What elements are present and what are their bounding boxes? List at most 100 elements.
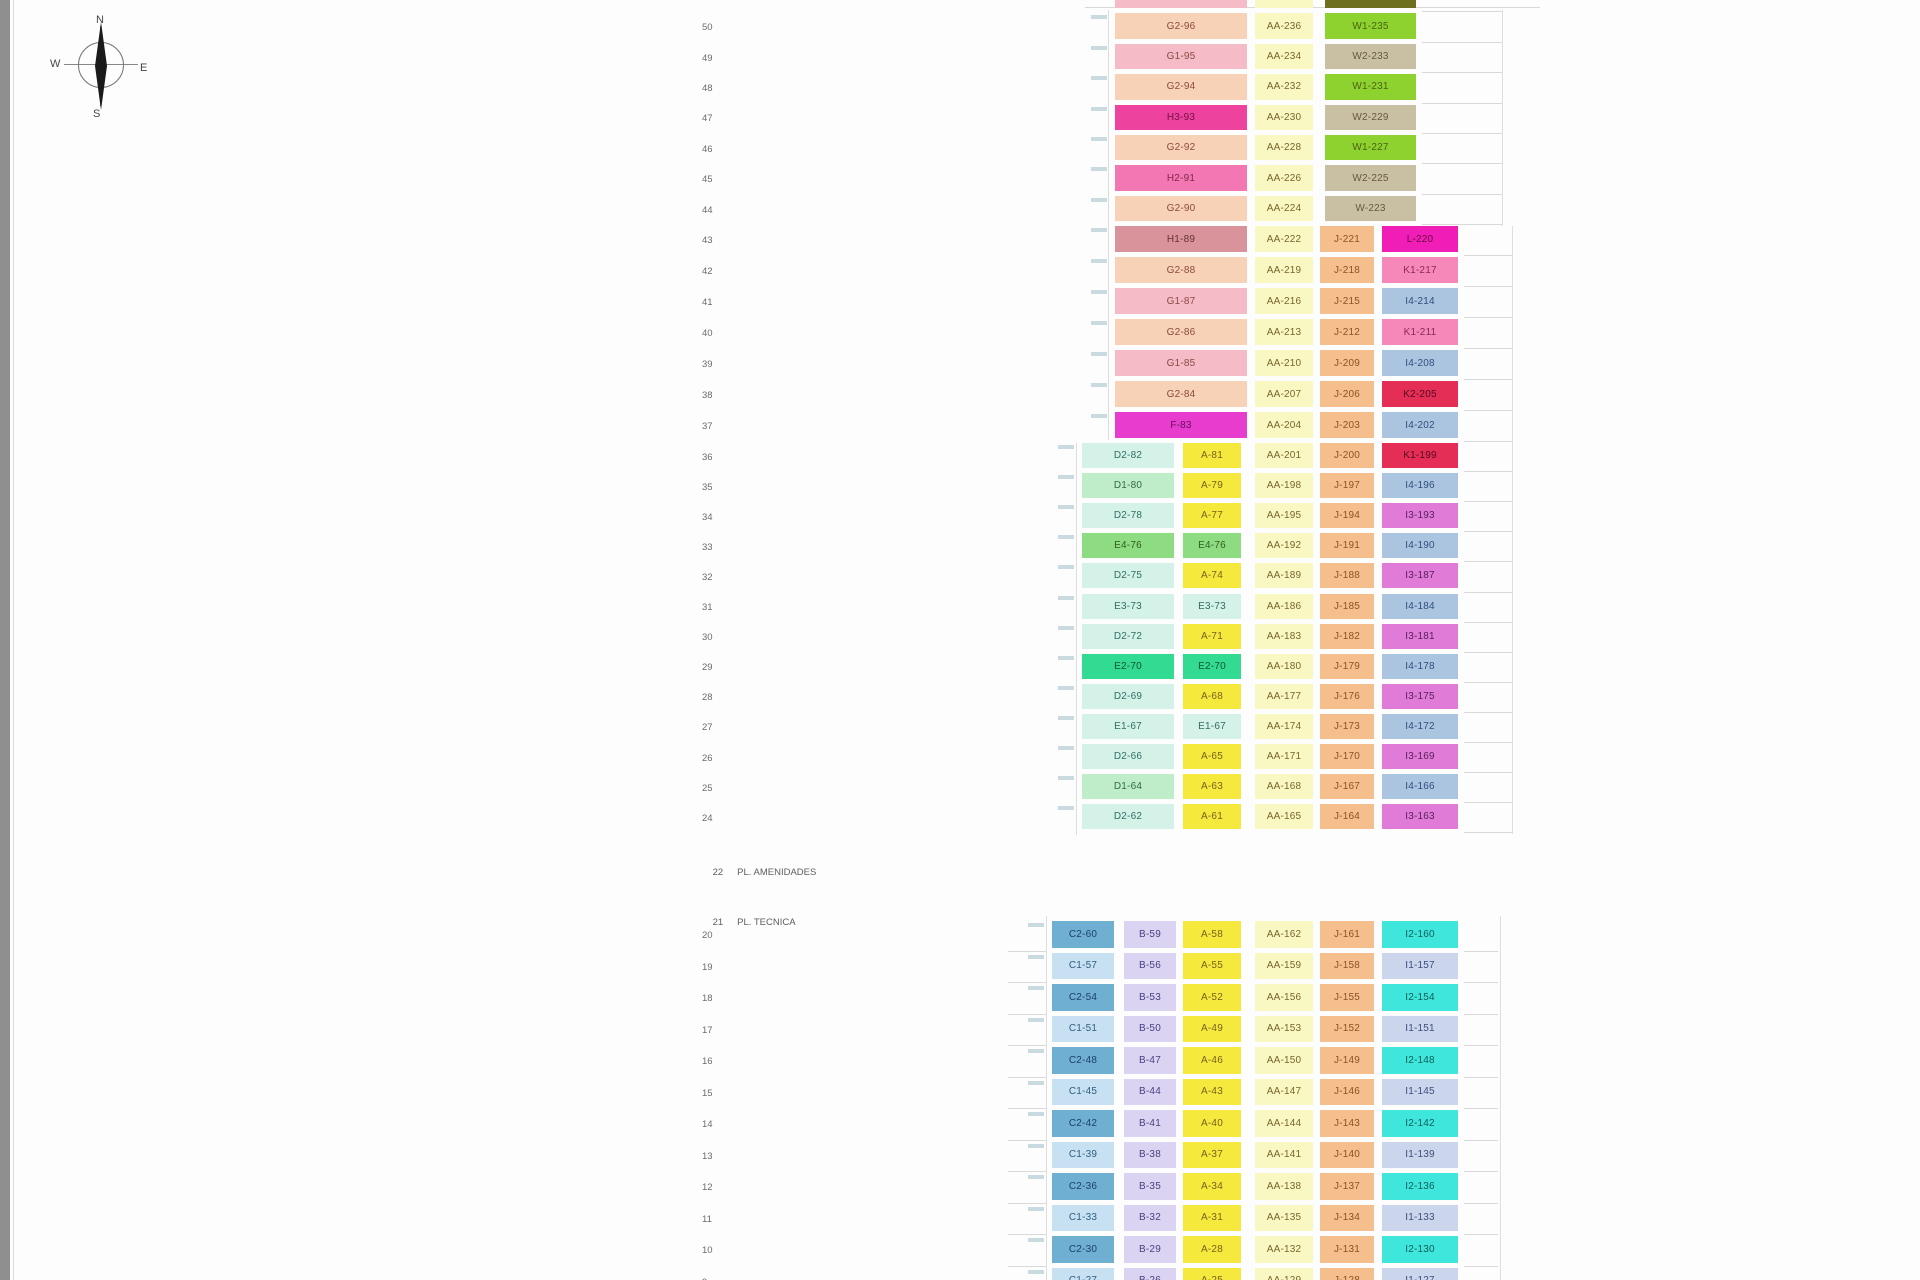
unit-cell[interactable]: I2-154 (1382, 984, 1458, 1011)
unit-cell[interactable]: A-74 (1183, 563, 1241, 589)
unit-cell[interactable]: B-26 (1124, 1267, 1176, 1280)
unit-cell[interactable]: AA-183 (1255, 623, 1313, 649)
unit-cell[interactable]: J-128 (1320, 1267, 1374, 1280)
unit-cell[interactable]: I3-181 (1382, 623, 1458, 649)
unit-cell[interactable]: E1-67 (1082, 713, 1174, 739)
unit-cell[interactable]: AA-192 (1255, 533, 1313, 559)
unit-cell[interactable]: J-167 (1320, 774, 1374, 800)
unit-cell[interactable]: J-173 (1320, 713, 1374, 739)
unit-cell[interactable]: AA-174 (1255, 713, 1313, 739)
unit-cell[interactable]: AA-198 (1255, 473, 1313, 499)
unit-cell[interactable]: J-149 (1320, 1047, 1374, 1074)
unit-cell[interactable]: G1-87 (1115, 288, 1247, 314)
unit-cell[interactable]: I4-214 (1382, 288, 1458, 314)
unit-cell[interactable]: AA-216 (1255, 288, 1313, 314)
unit-cell[interactable]: I4-166 (1382, 774, 1458, 800)
unit-cell[interactable]: C2-36 (1052, 1173, 1114, 1200)
unit-cell[interactable]: J-158 (1320, 952, 1374, 979)
unit-cell[interactable] (1325, 0, 1416, 9)
unit-cell[interactable]: J-134 (1320, 1204, 1374, 1231)
unit-cell[interactable]: A-63 (1183, 774, 1241, 800)
unit-cell[interactable]: C2-54 (1052, 984, 1114, 1011)
unit-cell[interactable]: C1-57 (1052, 952, 1114, 979)
unit-cell[interactable]: AA-226 (1255, 165, 1313, 191)
unit-cell[interactable]: C1-51 (1052, 1015, 1114, 1042)
unit-cell[interactable] (1255, 0, 1313, 9)
unit-cell[interactable]: H2-91 (1115, 165, 1247, 191)
unit-cell[interactable]: I1-139 (1382, 1141, 1458, 1168)
unit-cell[interactable]: AA-201 (1255, 443, 1313, 469)
unit-cell[interactable]: A-77 (1183, 503, 1241, 529)
unit-cell[interactable]: AA-171 (1255, 744, 1313, 770)
unit-cell[interactable]: A-58 (1183, 921, 1241, 948)
unit-cell[interactable]: I2-136 (1382, 1173, 1458, 1200)
unit-cell[interactable]: AA-195 (1255, 503, 1313, 529)
unit-cell[interactable]: W1-227 (1325, 135, 1416, 161)
unit-cell[interactable]: J-179 (1320, 653, 1374, 679)
unit-cell[interactable]: K2-205 (1382, 381, 1458, 407)
unit-cell[interactable]: A-40 (1183, 1110, 1241, 1137)
unit-cell[interactable]: AA-222 (1255, 226, 1313, 252)
unit-cell[interactable]: G2-88 (1115, 257, 1247, 283)
unit-cell[interactable]: C2-60 (1052, 921, 1114, 948)
unit-cell[interactable]: C2-48 (1052, 1047, 1114, 1074)
unit-cell[interactable]: J-161 (1320, 921, 1374, 948)
unit-cell[interactable]: F-83 (1115, 412, 1247, 438)
unit-cell[interactable]: B-41 (1124, 1110, 1176, 1137)
unit-cell[interactable]: A-81 (1183, 443, 1241, 469)
unit-cell[interactable]: I4-172 (1382, 713, 1458, 739)
unit-cell[interactable] (1115, 0, 1247, 9)
unit-cell[interactable]: I1-157 (1382, 952, 1458, 979)
unit-cell[interactable]: I3-193 (1382, 503, 1458, 529)
unit-cell[interactable]: C1-45 (1052, 1078, 1114, 1105)
unit-cell[interactable]: AA-236 (1255, 13, 1313, 39)
unit-cell[interactable]: AA-234 (1255, 43, 1313, 70)
unit-cell[interactable]: W2-229 (1325, 104, 1416, 130)
unit-cell[interactable]: D2-62 (1082, 804, 1174, 830)
unit-cell[interactable]: AA-138 (1255, 1173, 1313, 1200)
unit-cell[interactable]: D2-66 (1082, 744, 1174, 770)
unit-cell[interactable]: AA-132 (1255, 1236, 1313, 1263)
unit-cell[interactable]: I4-184 (1382, 593, 1458, 619)
unit-cell[interactable]: B-38 (1124, 1141, 1176, 1168)
unit-cell[interactable]: E3-73 (1082, 593, 1174, 619)
unit-cell[interactable]: D2-82 (1082, 443, 1174, 469)
unit-cell[interactable]: C2-42 (1052, 1110, 1114, 1137)
unit-cell[interactable]: A-61 (1183, 804, 1241, 830)
unit-cell[interactable]: B-32 (1124, 1204, 1176, 1231)
unit-cell[interactable]: E4-76 (1183, 533, 1241, 559)
unit-cell[interactable]: J-215 (1320, 288, 1374, 314)
unit-cell[interactable]: I4-208 (1382, 350, 1458, 376)
unit-cell[interactable]: J-170 (1320, 744, 1374, 770)
unit-cell[interactable]: B-53 (1124, 984, 1176, 1011)
unit-cell[interactable]: A-79 (1183, 473, 1241, 499)
unit-cell[interactable]: G2-96 (1115, 13, 1247, 39)
unit-cell[interactable]: E3-73 (1183, 593, 1241, 619)
unit-cell[interactable]: I4-202 (1382, 412, 1458, 438)
unit-cell[interactable]: I2-130 (1382, 1236, 1458, 1263)
unit-cell[interactable]: AA-141 (1255, 1141, 1313, 1168)
unit-cell[interactable]: I3-169 (1382, 744, 1458, 770)
unit-cell[interactable]: W1-231 (1325, 74, 1416, 100)
unit-cell[interactable]: B-50 (1124, 1015, 1176, 1042)
unit-cell[interactable]: AA-204 (1255, 412, 1313, 438)
unit-cell[interactable]: J-143 (1320, 1110, 1374, 1137)
unit-cell[interactable]: A-68 (1183, 683, 1241, 709)
unit-cell[interactable]: J-137 (1320, 1173, 1374, 1200)
unit-cell[interactable]: G2-90 (1115, 195, 1247, 222)
unit-cell[interactable]: AA-213 (1255, 319, 1313, 345)
unit-cell[interactable]: E2-70 (1183, 653, 1241, 679)
unit-cell[interactable]: B-47 (1124, 1047, 1176, 1074)
unit-cell[interactable]: A-25 (1183, 1267, 1241, 1280)
unit-cell[interactable]: K1-199 (1382, 443, 1458, 469)
unit-cell[interactable]: A-71 (1183, 623, 1241, 649)
unit-cell[interactable]: AA-162 (1255, 921, 1313, 948)
unit-cell[interactable]: J-146 (1320, 1078, 1374, 1105)
unit-cell[interactable]: A-49 (1183, 1015, 1241, 1042)
unit-cell[interactable]: AA-230 (1255, 104, 1313, 130)
unit-cell[interactable]: AA-177 (1255, 683, 1313, 709)
unit-cell[interactable]: I1-145 (1382, 1078, 1458, 1105)
unit-cell[interactable]: J-218 (1320, 257, 1374, 283)
unit-cell[interactable]: W-223 (1325, 195, 1416, 222)
unit-cell[interactable]: B-56 (1124, 952, 1176, 979)
